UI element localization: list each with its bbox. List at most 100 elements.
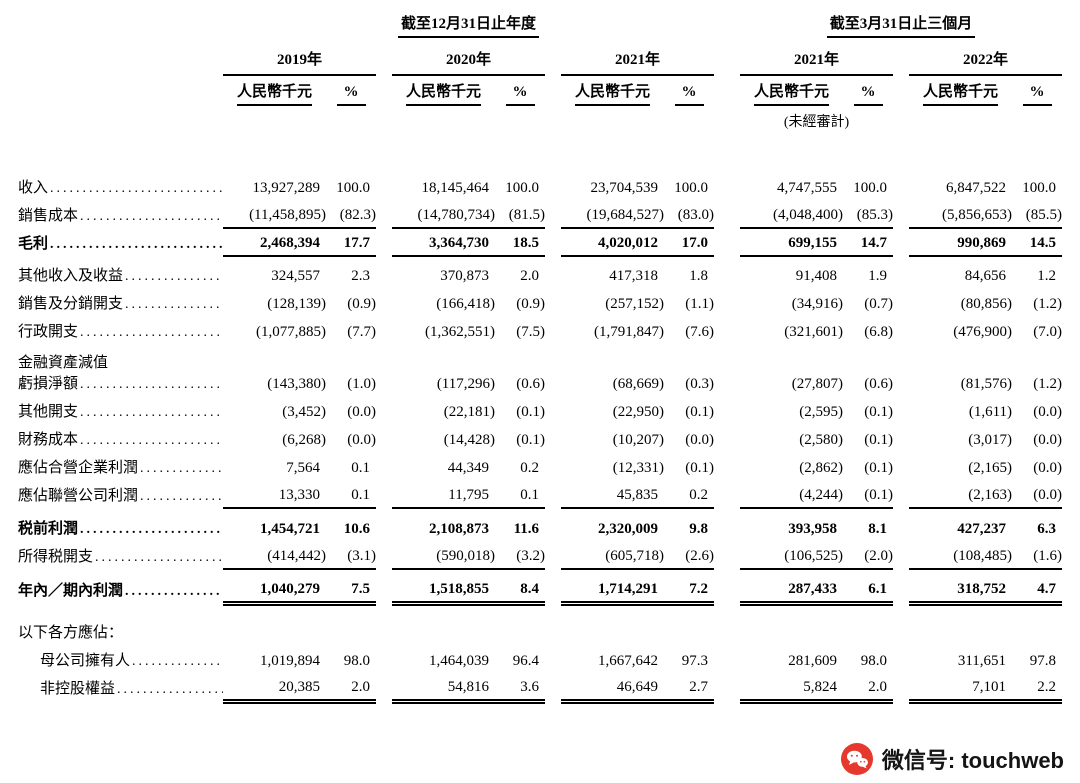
cell-text: 11.6 [513, 521, 539, 537]
header-year-row: 2019年 2020年 2021年 2021年 2022年 [18, 41, 1063, 76]
value-cell: 54,816 [392, 673, 495, 704]
value-cell: (14,780,734) [392, 200, 495, 229]
label-text: 應佔合營企業利潤 [18, 460, 139, 476]
value-cell: 1,714,291 [561, 575, 664, 606]
cell-text: 1,667,642 [598, 653, 658, 669]
cell-text: (0.1) [516, 432, 545, 448]
value-cell: (108,485) [909, 541, 1013, 570]
value-cell: (2,165) [909, 452, 1012, 480]
value-cell: 311,651 [909, 645, 1012, 673]
cell-text: 100.0 [853, 180, 888, 196]
cell-text: 2.0 [520, 268, 539, 284]
percent-header: % [843, 75, 893, 109]
percent-cell: (82.3) [326, 200, 376, 229]
corner-cell [18, 10, 223, 41]
percent-cell: (85.3) [843, 200, 894, 229]
unit-header: 人民幣千元 [561, 75, 664, 109]
column-gap [545, 228, 561, 256]
column-gap [714, 424, 740, 452]
cell-text: 6,847,522 [946, 180, 1007, 196]
cell-text: (1,611) [968, 404, 1013, 420]
cell-text: 1,518,855 [429, 580, 489, 597]
unit-label: 人民幣千元 [574, 80, 650, 106]
column-gap [714, 645, 740, 673]
percent-cell: (0.1) [843, 424, 893, 452]
percent-cell: (0.1) [843, 480, 894, 509]
unit-header: 人民幣千元 [223, 75, 326, 109]
cell-text: 4,020,012 [598, 235, 658, 251]
percent-cell: (0.0) [1012, 396, 1062, 424]
value-cell: (590,018) [392, 541, 495, 570]
value-cell: 45,835 [561, 480, 664, 509]
cell-text: (4,048,400) [773, 207, 844, 223]
value-cell: 699,155 [740, 228, 844, 257]
percent-cell: 2.2 [1012, 673, 1063, 704]
percent-cell: (0.1) [843, 452, 893, 480]
dot-leader [50, 236, 223, 253]
table-row: 非控股權益 20,385 2.0 54,816 3.6 46,649 2.7 5,824 2.0… [18, 673, 1063, 704]
year-header-2019: 2019年 [223, 41, 376, 76]
column-gap [714, 452, 740, 480]
column-gap [714, 316, 740, 344]
percent-cell [1012, 617, 1062, 645]
value-cell: 23,704,539 [561, 172, 664, 200]
unaudited-note-label: (未經審計) [783, 115, 850, 130]
wechat-badge: 微信号: touchweb [840, 743, 1064, 775]
percent-cell: (0.0) [664, 424, 714, 452]
percent-cell: 17.7 [326, 228, 376, 257]
cell-text: (0.1) [864, 432, 894, 448]
column-gap [714, 10, 740, 41]
column-gap [376, 480, 392, 508]
value-cell: (476,900) [909, 316, 1012, 344]
spacer-row [18, 134, 1062, 172]
value-cell: (4,048,400) [740, 200, 844, 229]
corner-cell [18, 75, 223, 109]
cell-text: (14,428) [443, 432, 495, 448]
year-label: 2022年 [963, 52, 1009, 68]
column-gap [893, 288, 909, 316]
label-text: 年內／期內利潤 [18, 583, 124, 599]
cell-text: (0.9) [516, 296, 545, 312]
percent-cell: (0.6) [843, 344, 893, 396]
column-gap [714, 396, 740, 424]
row-label-wrap: 財務成本 [18, 428, 223, 449]
table-row: 税前利潤 1,454,721 10.6 2,108,873 11.6 2,320,009 9… [18, 513, 1062, 541]
cell-text: 324,557 [271, 268, 320, 284]
cell-text: (117,296) [436, 376, 495, 392]
percent-cell: 2.0 [843, 673, 894, 704]
percent-cell: 97.3 [664, 645, 714, 673]
row-label: 金融資產減值 虧損淨額 [18, 344, 223, 396]
cell-text: 1,464,039 [429, 653, 489, 669]
cell-text: (3.2) [516, 548, 545, 564]
value-cell: (257,152) [561, 288, 664, 316]
value-cell [561, 617, 664, 645]
cell-text: (1.0) [347, 376, 376, 392]
row-label-wrap: 行政開支 [18, 320, 223, 341]
column-gap [714, 200, 740, 228]
row-label: 應佔合營企業利潤 [18, 452, 223, 480]
percent-cell: (0.0) [1012, 452, 1062, 480]
cell-text: (11,458,895) [249, 207, 326, 223]
value-cell: (10,207) [561, 424, 664, 452]
percent-cell: 18.5 [495, 228, 545, 257]
cell-text: (166,418) [436, 296, 495, 312]
value-cell: (3,452) [223, 396, 326, 424]
column-gap [376, 645, 392, 673]
value-cell: 46,649 [561, 673, 664, 704]
row-label: 財務成本 [18, 424, 223, 452]
value-cell: (68,669) [561, 344, 664, 396]
label-text: 銷售及分銷開支 [18, 296, 124, 312]
percent-cell: (0.3) [664, 344, 714, 396]
cell-text: (1,791,847) [594, 324, 664, 340]
value-cell: 44,349 [392, 452, 495, 480]
value-cell: (27,807) [740, 344, 843, 396]
cell-text: (0.0) [1033, 404, 1063, 420]
row-label: 銷售及分銷開支 [18, 288, 223, 316]
percent-cell: (2.0) [843, 541, 894, 570]
column-gap [893, 41, 909, 75]
cell-text: 2,108,873 [429, 521, 489, 537]
cell-text: (19,684,527) [586, 207, 665, 223]
percent-cell: (1.2) [1012, 288, 1062, 316]
cell-text: 1,019,894 [260, 653, 320, 669]
row-label-wrap: 收入 [18, 176, 223, 197]
